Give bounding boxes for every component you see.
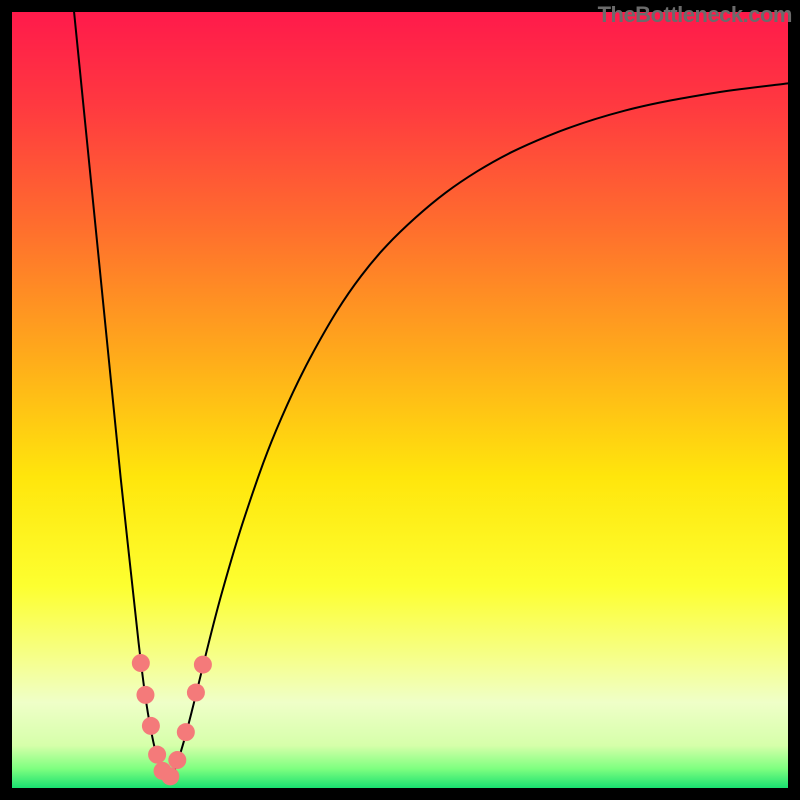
data-marker (148, 746, 166, 764)
data-marker (132, 654, 150, 672)
data-marker (142, 717, 160, 735)
data-marker (187, 684, 205, 702)
data-marker (161, 767, 179, 785)
watermark-text: TheBottleneck.com (598, 2, 792, 28)
bottleneck-chart: TheBottleneck.com (0, 0, 800, 800)
data-marker (194, 656, 212, 674)
data-marker (168, 751, 186, 769)
data-marker (136, 686, 154, 704)
data-marker (177, 723, 195, 741)
plot-background (12, 12, 788, 788)
chart-svg (0, 0, 800, 800)
